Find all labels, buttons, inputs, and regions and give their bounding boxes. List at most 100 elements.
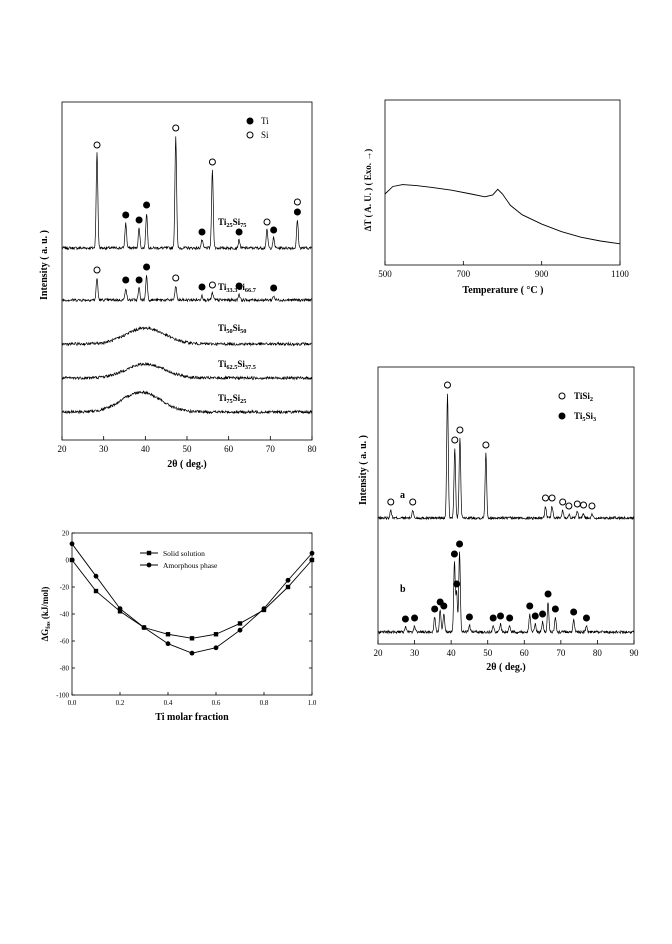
y-axis-label: ΔGfos (kJ/mol) xyxy=(40,587,52,642)
series-group xyxy=(69,541,315,656)
legend-marker xyxy=(558,412,566,420)
y-tick-label: -100 xyxy=(56,692,69,700)
label-part: Si xyxy=(233,323,241,333)
subscript: fos xyxy=(46,621,52,629)
tisi2-peak-marker xyxy=(559,498,567,506)
ti5si3-peak-marker xyxy=(411,614,419,622)
subscript: 37.5 xyxy=(245,364,256,371)
x-tick-label: 0.8 xyxy=(260,699,269,707)
ti5si3-peak-marker xyxy=(526,602,534,610)
x-tick-label: 0.2 xyxy=(116,699,125,707)
plot-frame xyxy=(384,99,621,266)
tisi2-peak-marker xyxy=(548,494,556,502)
label-part: Si xyxy=(233,217,241,227)
x-tick-label: 60 xyxy=(224,444,234,454)
xrd-composition-chart: 20 30 40 50 60 70 80 Ti25Si75Ti33.3Si66.7Ti50S… xyxy=(39,101,317,470)
x-tick-label: 900 xyxy=(535,269,549,279)
x-axis: 20 30 40 50 60 70 80 xyxy=(58,436,317,454)
legend-marker xyxy=(246,131,254,139)
subscript: 2 xyxy=(590,396,593,403)
y-axis-label: ΔT ( A. U. ) ( Exo. →) xyxy=(363,149,373,231)
x-tick-label: 40 xyxy=(141,444,151,454)
subscript: 25 xyxy=(226,222,232,229)
series-label: Ti62.5Si37.5 xyxy=(218,359,256,371)
subscript: 5 xyxy=(582,416,585,423)
x-tick-label: 0.6 xyxy=(212,699,221,707)
x-tick-label: 700 xyxy=(457,269,471,279)
subscript: 25 xyxy=(240,398,246,405)
label-part: TiSi xyxy=(574,391,590,401)
x-axis-label: Temperature ( °C ) xyxy=(463,285,544,296)
legend-marker xyxy=(146,562,152,568)
xrd-trace xyxy=(61,390,313,415)
data-point-circle xyxy=(213,645,219,651)
ti5si3-peak-marker xyxy=(539,610,547,618)
subscript: 75 xyxy=(226,398,232,405)
data-point-circle xyxy=(261,606,267,611)
series-line xyxy=(71,559,313,639)
ti5si3-peak-marker xyxy=(506,614,514,622)
label-part: Si xyxy=(237,282,245,292)
y-tick-label: 0 xyxy=(66,557,70,565)
legend-label: Si xyxy=(261,130,269,140)
dsc-curve xyxy=(384,184,621,245)
tisi2-peak-marker xyxy=(573,500,581,508)
y-axis-label: Intensity ( a. u. ) xyxy=(39,230,50,300)
ti-peak-marker xyxy=(270,284,278,292)
data-point-square xyxy=(189,636,195,641)
ti-peak-marker xyxy=(235,282,243,290)
subscript: 66.7 xyxy=(245,287,256,294)
si-peak-marker xyxy=(293,198,301,206)
ti-peak-marker xyxy=(143,263,151,271)
ti-peak-marker xyxy=(235,228,243,236)
xrd-trace xyxy=(377,551,635,635)
ti5si3-peak-marker xyxy=(453,580,461,588)
si-peak-marker xyxy=(172,274,180,282)
label-part: Ti xyxy=(218,217,227,227)
subscript: 62.5 xyxy=(226,364,237,371)
x-tick-label: 80 xyxy=(593,648,603,658)
ti-peak-marker xyxy=(198,228,206,236)
x-tick-label: 70 xyxy=(556,648,566,658)
ti-peak-marker xyxy=(135,276,143,284)
xrd-trace xyxy=(61,136,313,251)
label-part: Si xyxy=(237,359,245,369)
legend-label: Solid solution xyxy=(163,549,205,558)
legend-label: Amorphous phase xyxy=(163,561,218,570)
x-tick-label: 1100 xyxy=(611,269,629,279)
ti5si3-peak-marker xyxy=(465,613,473,621)
label-part: Ti xyxy=(218,323,227,333)
si-peak-marker xyxy=(208,281,216,289)
legend: Ti Si xyxy=(246,116,269,140)
ti5si3-peak-marker xyxy=(582,614,590,622)
legend-marker xyxy=(146,550,152,556)
tisi2-peak-marker xyxy=(565,502,573,510)
data-point-circle xyxy=(141,625,147,630)
x-tick-label: 70 xyxy=(266,444,276,454)
si-peak-marker xyxy=(172,124,180,132)
y-axis-label: Intensity ( a. u. ) xyxy=(358,435,369,505)
ti-peak-marker xyxy=(198,283,206,291)
x-axis: 20 30 40 50 60 70 80 90 xyxy=(374,640,639,658)
label-part: (kJ/mol) xyxy=(40,587,50,622)
x-axis: 500 700 900 1100 xyxy=(378,261,629,279)
tisi2-peak-marker xyxy=(588,502,596,510)
x-axis-label: 2θ ( deg.) xyxy=(486,662,525,673)
x-tick-label: 20 xyxy=(58,444,68,454)
ti-peak-marker xyxy=(143,201,151,209)
series-label: Ti25Si75 xyxy=(218,217,246,229)
data-point-square xyxy=(69,557,75,563)
label-part: Si xyxy=(586,411,594,421)
subscript: 50 xyxy=(226,328,232,335)
label-part: Ti xyxy=(218,359,227,369)
label-part: Ti xyxy=(574,411,583,421)
x-tick-label: 60 xyxy=(520,648,530,658)
data-point-square xyxy=(309,557,315,563)
x-tick-label: 50 xyxy=(183,444,193,454)
x-tick-label: 20 xyxy=(374,648,384,658)
si-peak-marker xyxy=(208,158,216,166)
axes: 0.0 0.2 0.4 0.6 0.8 1.0 20 0 -20 -40 -60 -80 -100 xyxy=(56,530,317,708)
